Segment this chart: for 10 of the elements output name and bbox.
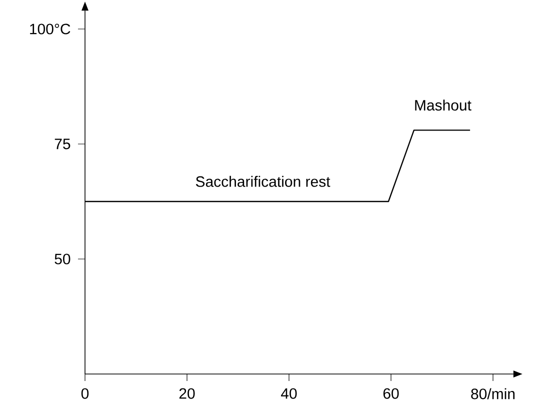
x-tick-label: 20	[179, 388, 195, 399]
x-tick-label: 40	[281, 388, 297, 399]
y-tick-label: 50	[54, 254, 70, 264]
annotation: Saccharification rest	[196, 176, 330, 187]
y-tick-label: 75	[54, 138, 70, 150]
x-tick-label: 60	[383, 388, 399, 399]
x-tick-label: 0	[81, 388, 89, 399]
y-tick-label: 100°C	[30, 24, 70, 34]
x-tick-label: 80/min	[471, 388, 515, 400]
annotation: Mashout	[415, 100, 472, 111]
